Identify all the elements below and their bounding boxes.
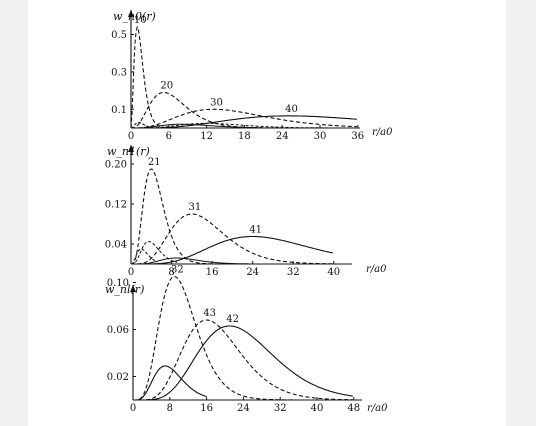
chart3-y-tick-label: 0.02	[107, 372, 129, 383]
chart3-inner-lobe	[133, 365, 207, 401]
chart2-y-tick-label: 0.04	[105, 240, 127, 251]
chart3-series-42	[133, 325, 353, 401]
chart2-x-tick-label: 16	[206, 267, 219, 278]
chart1-y-axis-label: w_n0(r)	[113, 10, 156, 23]
chart3-x-tick-label: 8	[167, 403, 173, 414]
chart2-series-label-41: 41	[249, 225, 262, 236]
chart1-x-tick-label: 30	[314, 131, 327, 142]
chart2-x-tick-label: 32	[287, 267, 300, 278]
chart3-x-tick-label: 16	[200, 403, 213, 414]
chart1-series-label-40: 40	[285, 104, 298, 115]
chart2-x-tick-label: 0	[128, 267, 134, 278]
chart2-series-label-31: 31	[188, 202, 201, 213]
chart3-y-arrow	[130, 285, 136, 292]
chart1-inner-lobe	[131, 121, 151, 129]
chart1-series-label-30: 30	[210, 97, 223, 108]
chart2-y-tick-label: 0.12	[105, 200, 127, 211]
chart1-x-axis-label: r/a0	[372, 127, 393, 138]
chart3-x-tick-label: 32	[274, 403, 287, 414]
chart2-inner-lobe	[131, 241, 178, 265]
chart2-series-21	[131, 168, 333, 265]
chart2-x-tick-label: 40	[327, 267, 340, 278]
chart1-x-tick-label: 0	[128, 131, 134, 142]
chart1-series-label-10: 10	[134, 15, 147, 26]
chart1-series-label-20: 20	[160, 80, 173, 91]
chart1-series-10	[130, 25, 357, 129]
chart1-x-tick-label: 6	[166, 131, 172, 142]
chart3-x-tick-label: 24	[237, 403, 250, 414]
chart3-x-tick-label: 48	[347, 403, 360, 414]
chart2-y-arrow	[128, 145, 134, 152]
chart1-series-40	[131, 115, 357, 129]
chart1-x-tick-label: 18	[238, 131, 251, 142]
chart2-x-tick-label: 24	[246, 267, 259, 278]
chart1-y-tick-label: 0.1	[111, 105, 127, 116]
chart1-x-tick-label: 36	[351, 131, 364, 142]
chart1-inner-lobe	[131, 122, 328, 129]
chart3-x-tick-label: 40	[311, 403, 324, 414]
chart3-series-label-42: 42	[226, 314, 239, 325]
chart2-series-41	[131, 235, 334, 265]
chart3-y-tick-label: 0.10	[107, 278, 129, 289]
chart3-series-label-32: 32	[171, 265, 184, 276]
chart1-y-tick-label: 0.5	[111, 30, 127, 41]
chart3-series-43	[133, 319, 353, 401]
chart2-inner-lobe	[131, 257, 250, 265]
chart2-x-axis-label: r/a0	[366, 264, 387, 275]
chart2-inner-lobe	[131, 248, 158, 265]
chart3-series-label-43: 43	[203, 308, 216, 319]
right-margin	[506, 0, 536, 426]
chart1-x-tick-label: 12	[200, 131, 213, 142]
chart1-y-arrow	[128, 10, 134, 17]
chart3-series-32	[133, 276, 353, 401]
chart2-series-label-21: 21	[148, 157, 161, 168]
chart1-series-30	[131, 108, 357, 129]
chart1-y-tick-label: 0.3	[111, 67, 127, 78]
chart2-y-axis-label: w_n1(r)	[107, 145, 150, 158]
chart2-y-tick-label: 0.20	[105, 160, 127, 171]
chart3-y-axis-label: w_nl(r)	[105, 283, 144, 296]
chart3-x-tick-label: 0	[130, 403, 136, 414]
chart1-inner-lobe	[131, 123, 262, 129]
chart2-x-tick-label: 8	[168, 267, 174, 278]
left-margin	[0, 0, 28, 426]
chart1-x-tick-label: 24	[276, 131, 289, 142]
chart3-y-tick-label: 0.06	[107, 325, 129, 336]
chart3-x-axis-label: r/a0	[367, 403, 388, 414]
chart2-series-31	[131, 213, 333, 265]
chart1-series-20	[131, 91, 357, 129]
